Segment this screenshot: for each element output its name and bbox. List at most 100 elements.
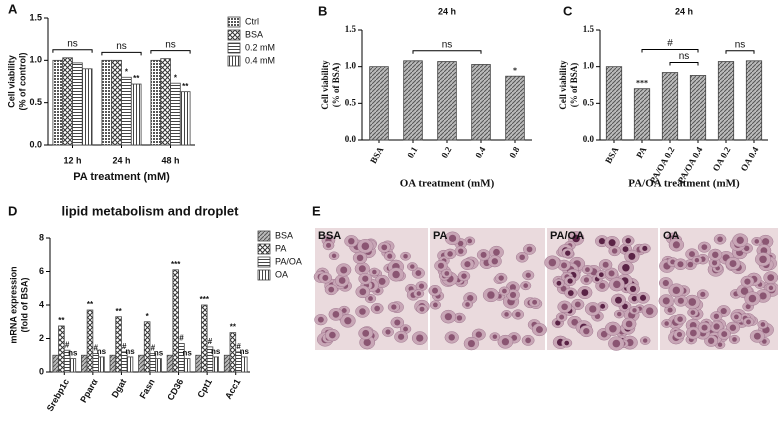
nucleus	[613, 280, 621, 289]
nucleus	[639, 294, 647, 301]
bracket	[412, 50, 482, 54]
bar	[111, 59, 122, 146]
significance-label: ns	[240, 347, 250, 356]
nucleus	[721, 331, 728, 338]
legend-label: Ctrl	[245, 16, 259, 26]
chart-title: 24 h	[675, 6, 693, 16]
y-tick-label: 8	[39, 232, 44, 242]
nucleus	[362, 275, 369, 282]
nucleus	[419, 306, 425, 312]
nucleus	[753, 332, 761, 340]
nucleus	[612, 339, 621, 348]
nucleus	[717, 342, 723, 347]
legend-swatch	[257, 269, 271, 281]
nucleus	[556, 280, 562, 286]
y-tick-label: 1.0	[29, 55, 42, 65]
bar	[745, 60, 763, 141]
x-tick-label: Pparα	[78, 377, 100, 405]
nucleus	[567, 278, 573, 284]
significance-label: ns	[182, 349, 192, 358]
nucleus	[487, 291, 495, 299]
bracket-label: ns	[442, 39, 453, 50]
nucleus	[762, 238, 770, 246]
nucleus	[328, 286, 335, 293]
panel-label: E	[312, 203, 321, 218]
significance-label: #	[208, 337, 213, 346]
nucleus	[662, 279, 669, 287]
bar	[160, 58, 171, 146]
y-axis-label: Cell viability	[6, 55, 16, 108]
nucleus	[532, 299, 538, 305]
nucleus	[729, 324, 737, 331]
bracket-label: ns	[116, 41, 127, 52]
nucleus	[502, 288, 507, 294]
y-axis-label: (fold of BSA)	[19, 278, 29, 333]
bar	[403, 60, 423, 141]
x-tick-label: PA	[634, 145, 649, 160]
bar	[81, 68, 93, 146]
nucleus	[745, 304, 751, 310]
nucleus	[717, 236, 723, 243]
nucleus	[759, 292, 767, 300]
chart-title: 24 h	[438, 6, 456, 16]
x-tick-label: Acc1	[223, 377, 242, 401]
y-tick-label: 0.0	[345, 134, 357, 144]
significance-label: **	[230, 323, 237, 332]
nucleus	[622, 303, 628, 310]
y-axis-label: (% of BSA)	[569, 63, 579, 108]
nucleus	[344, 317, 352, 325]
nucleus	[385, 329, 391, 335]
significance-label: #	[122, 342, 127, 351]
legend-label: BSA	[275, 230, 293, 240]
nucleus	[629, 285, 637, 292]
nucleus	[378, 277, 386, 285]
significance-label: **	[58, 316, 65, 325]
nucleus	[504, 312, 509, 317]
nucleus	[416, 334, 424, 342]
nucleus	[667, 307, 673, 313]
bar	[69, 358, 77, 373]
nucleus	[701, 324, 708, 331]
nucleus	[457, 240, 464, 247]
x-tick-label: BSA	[603, 145, 621, 166]
nucleus	[744, 278, 751, 285]
bar	[505, 75, 525, 141]
nucleus	[317, 316, 324, 323]
nucleus	[694, 257, 700, 263]
y-axis-label: (% of control)	[17, 53, 27, 111]
legend-swatch	[257, 230, 271, 242]
bar	[101, 59, 113, 146]
nucleus	[759, 255, 767, 264]
bracket-label: ns	[67, 38, 78, 49]
nucleus	[415, 270, 422, 277]
panel-label: D	[8, 203, 17, 218]
nucleus	[732, 337, 737, 342]
nucleus	[690, 310, 696, 315]
chart-panel: B 24 h Cell viability (% of BSA) OA treatmen…	[318, 3, 532, 190]
nucleus	[340, 266, 348, 274]
image-caption: PA/OA	[550, 230, 584, 242]
y-axis-label: mRNA expression	[8, 266, 18, 343]
x-tick-label: Srebp1c	[45, 377, 71, 413]
bar	[229, 332, 237, 373]
chart-panel: C 24 h Cell viability (% of BSA) PA/OA treat…	[558, 3, 768, 190]
nucleus	[713, 313, 720, 319]
significance-label: *	[146, 312, 150, 321]
x-tick-label: OA 0.2	[711, 145, 733, 173]
nucleus	[519, 254, 525, 261]
nucleus	[600, 330, 608, 338]
nucleus	[700, 291, 706, 297]
bar	[201, 304, 208, 373]
legend-swatch	[227, 55, 241, 67]
nucleus	[740, 287, 749, 295]
panel-label: C	[563, 3, 573, 18]
x-tick-label: 0.4	[473, 145, 488, 160]
nucleus	[444, 313, 452, 321]
bar	[717, 61, 735, 141]
nucleus	[611, 248, 618, 254]
nucleus	[583, 327, 590, 335]
nucleus	[688, 298, 697, 306]
bar	[195, 354, 202, 373]
nucleus	[615, 296, 622, 304]
nucleus	[625, 320, 633, 328]
